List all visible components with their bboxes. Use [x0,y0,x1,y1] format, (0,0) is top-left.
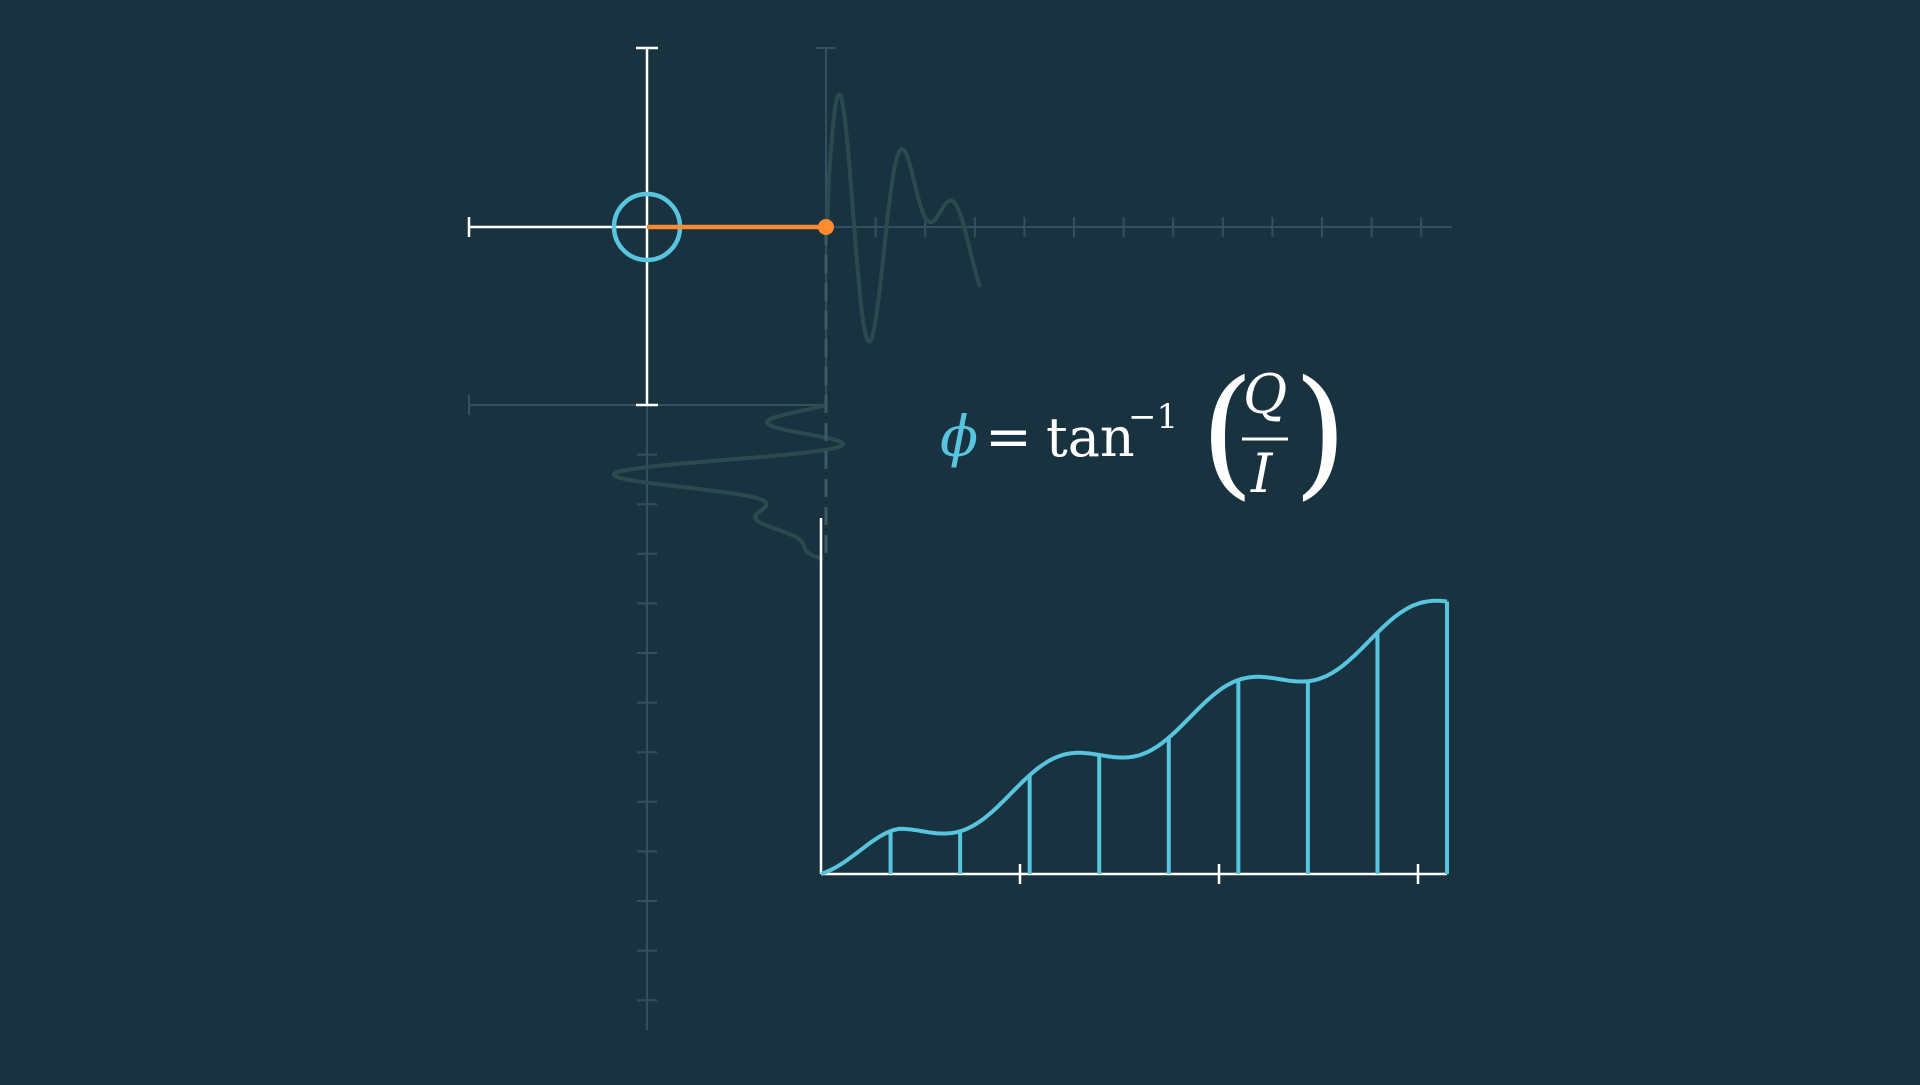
formula-denominator: I [1250,442,1274,505]
formula-left-paren: ( [1200,351,1255,514]
formula-exponent: −1 [1128,397,1178,437]
faint-bottom-left-axis [468,395,826,1030]
formula-phi: ϕ [940,405,978,470]
formula-right-paren: ) [1293,351,1348,514]
chart-x-ticks [1018,864,1420,884]
formula-tan: tan [1046,406,1135,469]
phasor-tip-dot [818,219,834,235]
chart-sample-stems [888,601,1449,874]
faint-quadrature-wave [611,403,846,562]
formula-equals: = [985,405,1032,470]
faint-in-phase-wave [824,91,983,344]
faint-vertical-ticks [637,453,657,1002]
chart-signal-curve [820,598,1448,876]
sampled-signal-chart [819,518,1449,884]
faint-time-axis-horizontal [826,217,1452,237]
formula-numerator: Q [1243,363,1287,426]
phase-formula: ϕ = tan −1 ( Q I ) [940,351,1348,514]
